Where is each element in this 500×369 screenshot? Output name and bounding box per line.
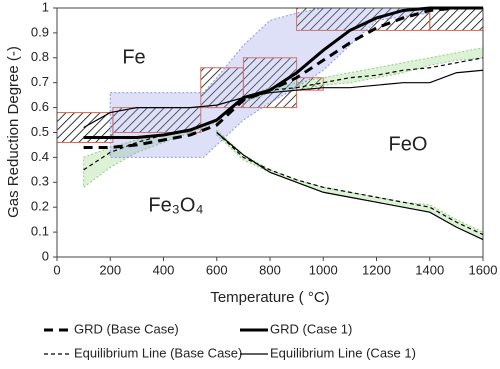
band — [216, 128, 484, 241]
x-tick-label: 1000 — [309, 262, 338, 277]
series-line — [216, 132, 484, 241]
y-axis-title: Gas Reduction Degree (-) — [5, 46, 22, 218]
series-line — [83, 69, 484, 129]
x-tick-label: 0 — [53, 262, 60, 277]
legend-label: GRD (Case 1) — [270, 321, 352, 336]
series-line — [83, 6, 483, 149]
region-label: Fe₃O₄ — [148, 194, 203, 216]
x-tick-label: 400 — [153, 262, 175, 277]
legend-label: Equilibrium Line (Base Case) — [74, 345, 242, 360]
x-tick-label: 200 — [99, 262, 121, 277]
y-tick-label: 0.7 — [31, 74, 49, 89]
band — [83, 119, 218, 189]
y-tick-label: 0.1 — [31, 224, 49, 239]
x-tick-label: 1400 — [415, 262, 444, 277]
hatched-box — [429, 7, 484, 31]
hatched-box — [200, 67, 244, 109]
hatched-box — [296, 77, 324, 91]
y-tick-label: 0.2 — [31, 199, 49, 214]
y-tick-label: 1 — [42, 0, 49, 14]
y-tick-label: 0.4 — [31, 149, 49, 164]
region-label: FeO — [389, 133, 428, 155]
series-line — [83, 6, 483, 139]
y-tick-label: 0.3 — [31, 174, 49, 189]
x-tick-label: 600 — [206, 262, 228, 277]
y-tick-label: 0.6 — [31, 99, 49, 114]
x-axis-title: Temperature ( °C) — [210, 289, 329, 306]
band — [242, 47, 484, 104]
legend-label: GRD (Base Case) — [74, 321, 179, 336]
series-line — [216, 132, 484, 236]
x-tick-label: 800 — [259, 262, 281, 277]
y-tick-label: 0.8 — [31, 49, 49, 64]
x-tick-label: 1200 — [362, 262, 391, 277]
x-tick-label: 1600 — [469, 262, 498, 277]
y-tick-label: 0.5 — [31, 124, 49, 139]
band — [109, 7, 431, 158]
series-line — [83, 57, 484, 171]
hatched-box — [112, 107, 202, 133]
legend-label: Equilibrium Line (Case 1) — [270, 345, 416, 360]
y-tick-label: 0.9 — [31, 24, 49, 39]
y-tick-label: 0 — [42, 248, 49, 263]
region-label: Fe — [122, 46, 145, 68]
